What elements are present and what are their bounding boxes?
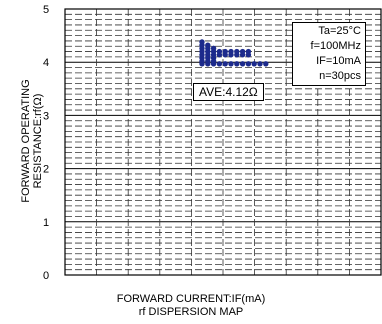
data-point: [216, 52, 223, 58]
condition-temperature: Ta=25°C: [318, 25, 361, 37]
condition-sample-count: n=30pcs: [319, 70, 361, 82]
condition-frequency: f=100MHz: [310, 40, 361, 52]
y-tick-label: 0: [43, 270, 49, 282]
data-point: [222, 52, 228, 58]
data-point: [245, 52, 252, 58]
data-point: [234, 52, 240, 58]
y-tick-labels: 0 1 2 3 4 5: [43, 4, 49, 282]
condition-current: IF=10mA: [316, 55, 361, 67]
data-point: [228, 61, 234, 67]
data-points: [199, 39, 269, 67]
data-point: [239, 52, 246, 58]
plot-frame: [64, 8, 382, 276]
conditions-legend: Ta=25°C f=100MHz IF=10mA n=30pcs: [292, 22, 366, 86]
y-tick-label: 2: [43, 164, 49, 176]
y-axis-label: FORWARD OPERATING RESISTANCE:rf(Ω): [20, 61, 48, 221]
data-point: [216, 61, 223, 67]
y-tick-label: 3: [43, 110, 49, 122]
y-axis-label-line1: FORWARD OPERATING: [20, 79, 32, 203]
x-axis-label: FORWARD CURRENT:IF(mA): [116, 293, 266, 305]
data-point: [245, 61, 252, 67]
data-point: [257, 61, 263, 67]
data-point: [263, 61, 269, 67]
average-label: AVE:4.12Ω: [193, 83, 264, 101]
y-axis-label-line2: RESISTANCE:rf(Ω): [32, 93, 44, 189]
data-point: [210, 61, 217, 67]
y-tick-label: 4: [43, 57, 49, 69]
y-tick-label: 5: [43, 4, 49, 16]
y-tick-label: 1: [43, 217, 49, 229]
data-point: [251, 61, 257, 67]
data-point: [234, 61, 240, 67]
data-point: [239, 61, 246, 67]
data-point: [199, 61, 205, 67]
data-point: [228, 52, 234, 58]
data-point: [205, 61, 211, 67]
chart-title: rf DISPERSION MAP: [138, 306, 244, 318]
data-point: [222, 61, 228, 67]
